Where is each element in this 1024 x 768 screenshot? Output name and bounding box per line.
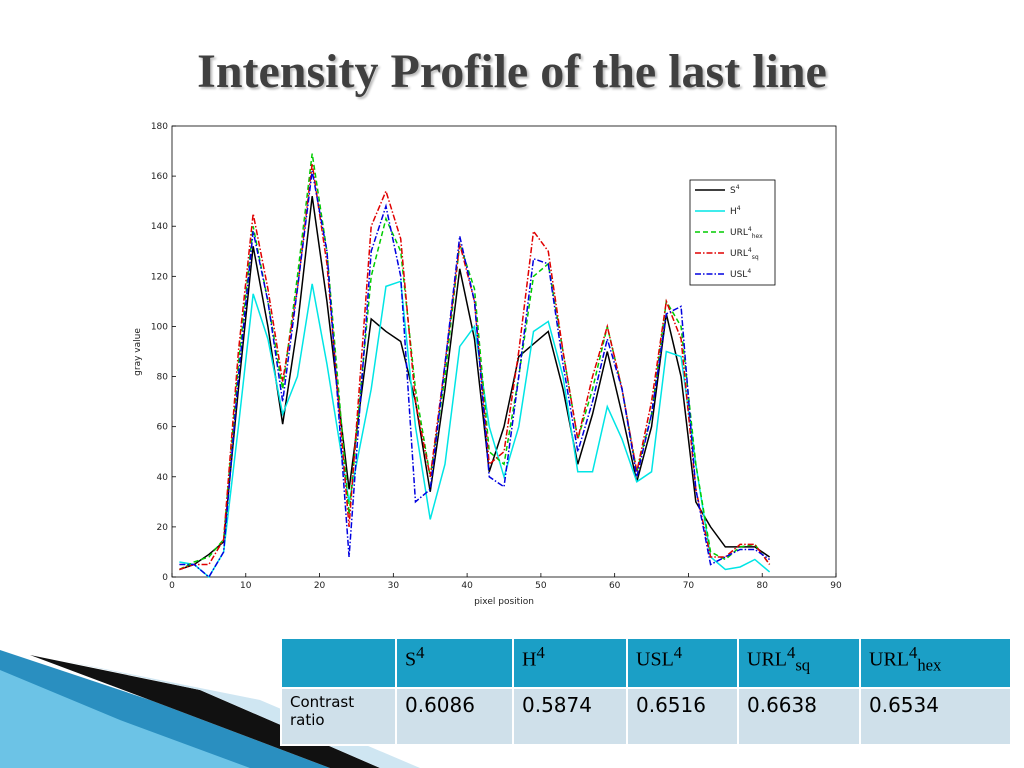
legend-label: USL4 — [730, 268, 751, 280]
y-tick-label: 180 — [151, 122, 168, 132]
x-axis-label: pixel position — [474, 597, 534, 607]
legend-label: URL4hex — [730, 226, 763, 240]
name: URL — [730, 228, 748, 238]
subscript: sq — [795, 655, 811, 675]
table: S4 H4 USL4 URL4sq URL4hex Contrast ratio 0.608… — [280, 637, 1012, 746]
superscript: 4 — [747, 268, 751, 275]
superscript: 4 — [909, 643, 918, 662]
x-tick-label: 60 — [609, 581, 621, 591]
x-tick-label: 70 — [683, 581, 695, 591]
name: S — [405, 648, 417, 671]
header-row: S4 H4 USL4 URL4sq URL4hex — [280, 637, 1012, 689]
header-cell: URL4sq — [737, 637, 861, 689]
name: URL — [730, 249, 748, 259]
cell: 0.5874 — [512, 687, 628, 746]
legend-label: H4 — [730, 205, 741, 217]
superscript: 4 — [736, 184, 740, 191]
header-cell: URL4hex — [859, 637, 1012, 689]
cell: 0.6516 — [626, 687, 739, 746]
header-cell: H4 — [512, 637, 628, 689]
cell: 0.6534 — [859, 687, 1012, 746]
x-tick-label: 30 — [388, 581, 400, 591]
superscript: 4 — [536, 643, 545, 662]
subscript: hex — [752, 233, 763, 240]
superscript: 4 — [673, 643, 683, 662]
name: URL — [869, 648, 909, 671]
y-tick-label: 160 — [151, 172, 168, 182]
x-tick-label: 50 — [535, 581, 547, 591]
y-tick-label: 0 — [162, 573, 168, 583]
name: S — [730, 186, 736, 196]
subscript: sq — [752, 254, 759, 261]
cell: Contrast ratio — [280, 687, 397, 746]
cell: 0.6638 — [737, 687, 861, 746]
plot-frame — [171, 125, 837, 578]
name: USL — [636, 648, 674, 671]
y-tick-label: 80 — [157, 373, 169, 383]
decor — [0, 670, 250, 768]
x-tick-label: 80 — [756, 581, 768, 591]
slide-title: Intensity Profile of the last line — [197, 45, 827, 98]
header-cell: USL4 — [626, 637, 739, 689]
y-tick-label: 60 — [157, 423, 169, 433]
y-axis-label: gray value — [133, 328, 143, 376]
legend-label: S4 — [730, 184, 740, 196]
y-tick-label: 100 — [151, 322, 168, 332]
superscript: 4 — [748, 247, 752, 254]
superscript: 4 — [737, 205, 741, 212]
y-tick-label: 20 — [157, 523, 169, 533]
series-line — [179, 170, 771, 579]
legend-label: URL4sq — [730, 247, 759, 261]
series-line — [179, 153, 771, 571]
series-line — [179, 196, 771, 571]
superscript: 4 — [748, 226, 752, 233]
superscript: 4 — [787, 643, 796, 662]
name: USL — [730, 270, 747, 280]
x-tick-label: 0 — [169, 581, 175, 591]
series-line — [179, 163, 771, 571]
superscript: 4 — [416, 643, 425, 662]
header-cell — [280, 637, 397, 689]
x-tick-label: 40 — [461, 581, 473, 591]
x-tick-label: 10 — [240, 581, 252, 591]
header-cell: S4 — [395, 637, 514, 689]
cell: 0.6086 — [395, 687, 514, 746]
name: H — [730, 207, 737, 217]
y-tick-label: 40 — [157, 473, 169, 483]
y-tick-label: 120 — [151, 272, 168, 282]
name: URL — [747, 648, 787, 671]
subscript: hex — [917, 655, 942, 675]
row: Contrast ratio 0.6086 0.5874 0.6516 0.6638 0.… — [280, 687, 1012, 746]
y-tick-label: 140 — [151, 222, 168, 232]
x-tick-label: 90 — [830, 581, 842, 591]
x-tick-label: 20 — [314, 581, 326, 591]
name: H — [522, 648, 537, 671]
